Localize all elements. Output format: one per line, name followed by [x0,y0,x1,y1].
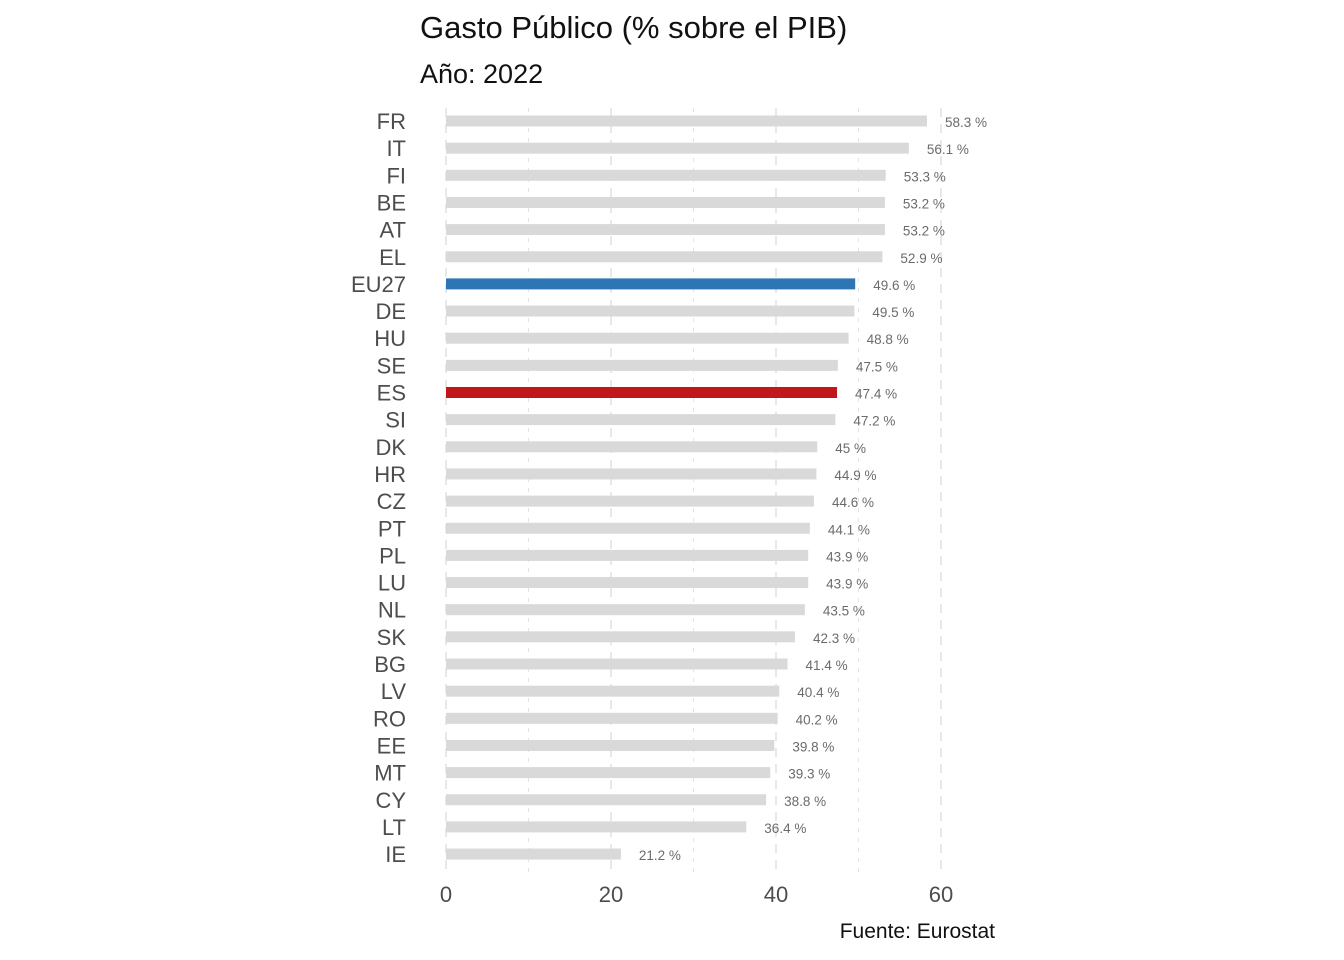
value-label-nl: 43.5 % [823,604,865,619]
value-labels: 58.3 % 56.1 % 53.3 % 53.2 % 53.2 % 52.9 % 49.6… [639,115,987,863]
bar-cz [446,495,814,507]
value-label-ie: 21.2 % [639,848,681,863]
value-label-lt: 36.4 % [764,821,806,836]
x-axis-ticks: 0 20 40 60 [440,882,953,907]
category-label-eu27: EU27 [351,272,406,297]
category-label-sk: SK [377,625,407,650]
category-label-bg: BG [374,652,406,677]
category-label-ro: RO [373,706,406,731]
bar-hr [446,468,817,480]
value-label-dk: 45 % [835,441,866,456]
value-label-de: 49.5 % [872,305,914,320]
bar-be [446,196,885,208]
value-label-pl: 43.9 % [826,549,868,564]
category-label-dk: DK [375,435,406,460]
value-label-ee: 39.8 % [792,739,834,754]
value-label-fr: 58.3 % [945,115,987,130]
bar-se [446,359,838,371]
x-tick-label: 40 [764,882,788,907]
bar-sk [446,631,795,643]
category-label-pl: PL [379,543,406,568]
category-label-fi: FI [386,163,406,188]
category-label-fr: FR [377,109,406,134]
bar-lv [446,685,780,697]
bar-de [446,305,855,317]
bar-ie [446,848,621,860]
value-label-cy: 38.8 % [784,794,826,809]
category-label-es: ES [377,381,406,406]
bar-fr [446,115,927,127]
category-label-ee: EE [377,733,406,758]
bar-hu [446,332,849,344]
bar-mt [446,767,771,779]
category-label-mt: MT [374,761,406,786]
category-label-at: AT [380,218,406,243]
value-label-ro: 40.2 % [796,712,838,727]
bar-lu [446,577,809,589]
chart-title: Gasto Público (% sobre el PIB) [420,10,848,45]
bar-it [446,142,909,154]
category-label-de: DE [375,299,406,324]
bar-es [446,387,838,398]
bar-lt [446,821,747,833]
bar-at [446,224,885,236]
value-label-fi: 53.3 % [904,169,946,184]
bar-eu27 [446,278,856,290]
category-label-nl: NL [378,598,406,623]
bar-dk [446,441,818,453]
category-label-el: EL [379,245,406,270]
value-label-sk: 42.3 % [813,631,855,646]
value-label-pt: 44.1 % [828,522,870,537]
bar-si [446,414,836,426]
value-label-se: 47.5 % [856,359,898,374]
bar-ro [446,712,778,724]
value-label-at: 53.2 % [903,224,945,239]
value-label-lv: 40.4 % [797,685,839,700]
value-label-si: 47.2 % [853,414,895,429]
value-label-el: 52.9 % [900,251,942,266]
value-label-es: 47.4 % [855,387,897,402]
category-label-hu: HU [374,326,406,351]
category-label-lu: LU [378,571,406,596]
bar-cy [446,794,767,806]
category-label-se: SE [377,353,406,378]
category-label-lt: LT [382,815,406,840]
bar-bg [446,658,788,670]
value-label-cz: 44.6 % [832,495,874,510]
bar-fi [446,169,886,181]
value-label-mt: 39.3 % [788,767,830,782]
category-label-ie: IE [385,842,406,867]
value-label-it: 56.1 % [927,142,969,157]
chart-subtitle: Año: 2022 [420,59,544,89]
category-label-hr: HR [374,462,406,487]
bar-ee [446,739,775,751]
value-label-hu: 48.8 % [867,332,909,347]
value-label-bg: 41.4 % [806,658,848,673]
category-label-be: BE [377,190,406,215]
bar-el [446,251,883,263]
category-label-lv: LV [381,679,407,704]
chart-caption: Fuente: Eurostat [839,920,995,943]
category-label-cz: CZ [377,489,406,514]
category-label-si: SI [385,408,406,433]
grid-lines [445,108,942,872]
bar-pl [446,549,809,561]
value-label-hr: 44.9 % [834,468,876,483]
value-label-lu: 43.9 % [826,577,868,592]
bar-pt [446,522,810,534]
x-tick-label: 20 [599,882,623,907]
x-tick-label: 60 [929,882,953,907]
category-label-cy: CY [375,788,406,813]
bar-nl [446,604,805,616]
category-label-pt: PT [378,516,406,541]
value-label-eu27: 49.6 % [873,278,915,293]
x-tick-label: 0 [440,882,452,907]
bars [446,115,927,860]
category-label-it: IT [386,136,406,161]
value-label-be: 53.2 % [903,196,945,211]
